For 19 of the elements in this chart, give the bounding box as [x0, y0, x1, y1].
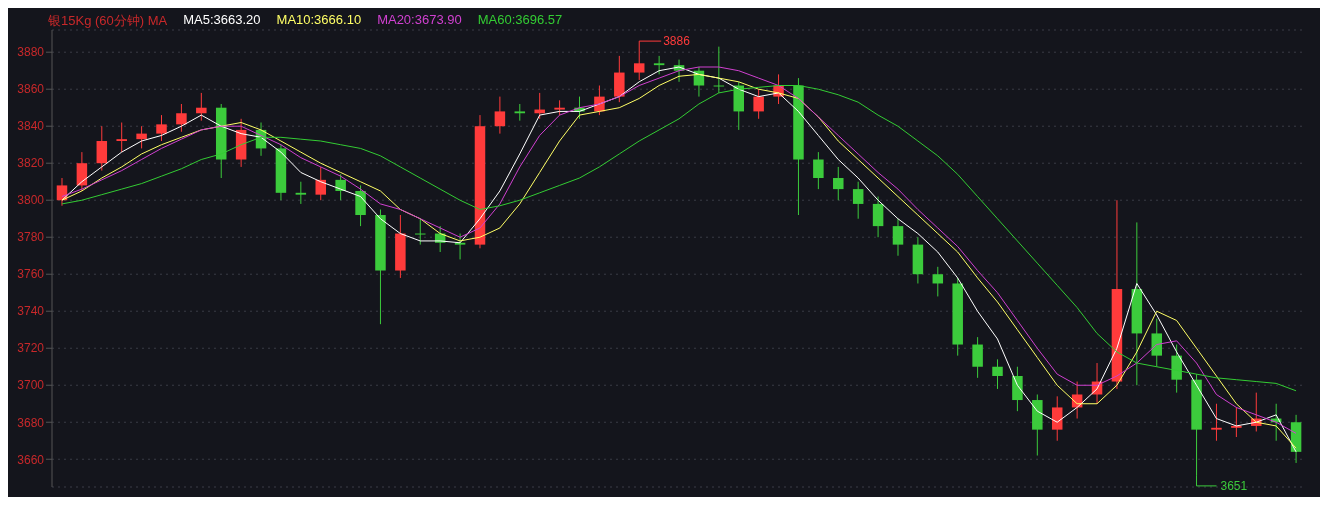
- chart-title: 银15Kg (60分钟) MA: [48, 12, 168, 30]
- y-tick-label: 3740: [17, 304, 45, 319]
- annotation: 3886: [663, 34, 691, 49]
- y-tick-label: 3760: [17, 267, 45, 282]
- y-tick-label: 3700: [17, 378, 45, 393]
- y-tick-label: 3820: [17, 156, 45, 171]
- y-tick-label: 3880: [17, 45, 45, 60]
- annotation: 3651: [1220, 478, 1248, 493]
- y-tick-label: 3720: [17, 341, 45, 356]
- y-tick-label: 3840: [17, 119, 45, 134]
- y-tick-label: 3680: [17, 415, 45, 430]
- y-tick-label: 3780: [17, 230, 45, 245]
- text: MA5:3663.20: [183, 12, 261, 29]
- text: MA20:3673.90: [377, 12, 462, 29]
- y-tick-label: 3660: [17, 452, 45, 467]
- text: MA60:3696.57: [477, 12, 563, 29]
- text: MA10:3666.10: [276, 12, 362, 29]
- y-tick-label: 3860: [17, 82, 45, 97]
- y-tick-label: 3800: [17, 193, 45, 208]
